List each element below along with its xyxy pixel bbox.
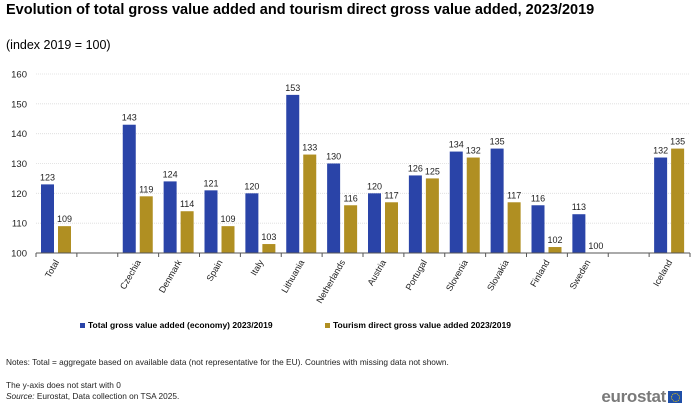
- x-tick-label: Austria: [366, 258, 389, 287]
- bar: [122, 124, 136, 253]
- bar: [368, 193, 381, 253]
- data-label: 132: [466, 146, 481, 156]
- data-label: 100: [588, 241, 603, 251]
- eurostat-logo: eurostat: [601, 387, 682, 407]
- source-text: Eurostat, Data collection on TSA 2025.: [34, 391, 180, 401]
- x-tick-label: Portugal: [404, 258, 429, 292]
- data-label: 113: [572, 202, 586, 212]
- chart-title: Evolution of total gross value added and…: [6, 2, 595, 18]
- bar: [245, 193, 259, 253]
- data-label: 123: [40, 172, 55, 182]
- y-tick-label: 130: [11, 159, 27, 170]
- x-tick-label: Denmark: [157, 258, 184, 295]
- data-label: 109: [220, 214, 235, 224]
- source-note: Source: Eurostat, Data collection on TSA…: [6, 391, 179, 402]
- bar: [466, 157, 480, 253]
- bar: [327, 163, 341, 253]
- y-tick-label: 120: [11, 189, 27, 200]
- y-tick-label: 110: [12, 219, 27, 230]
- y-tick-label: 100: [11, 249, 27, 260]
- bar: [425, 178, 439, 253]
- bar: [490, 148, 504, 253]
- bar: [163, 181, 177, 253]
- bar: [408, 175, 422, 253]
- data-label: 143: [122, 113, 137, 123]
- bar: [58, 226, 71, 253]
- data-label: 124: [163, 169, 178, 179]
- y-tick-label: 140: [11, 129, 27, 140]
- x-tick-label: Total: [43, 258, 61, 279]
- bar: [344, 205, 358, 253]
- x-tick-label: Slovenia: [444, 258, 470, 293]
- data-label: 120: [244, 181, 259, 191]
- data-label: 153: [285, 83, 300, 93]
- bar: [262, 244, 276, 253]
- bar: [204, 190, 218, 253]
- bar: [385, 202, 398, 253]
- legend-label: Total gross value added (economy) 2023/2…: [88, 320, 273, 330]
- bar: [139, 196, 153, 253]
- source-label: Source:: [6, 391, 35, 401]
- x-tick-label: Finland: [528, 258, 551, 289]
- data-label: 121: [203, 178, 218, 188]
- bar: [221, 226, 235, 253]
- data-label: 117: [507, 190, 521, 200]
- legend-swatch-gold: [325, 322, 330, 328]
- data-label: 117: [384, 190, 398, 200]
- x-tick-label: Slovakia: [485, 258, 511, 292]
- y-axis-note: The y-axis does not start with 0: [6, 380, 121, 390]
- bar: [449, 151, 463, 253]
- data-label: 125: [425, 166, 440, 176]
- data-label: 135: [490, 137, 505, 147]
- data-label: 119: [139, 184, 153, 194]
- bar: [654, 157, 668, 253]
- bar: [41, 184, 54, 253]
- y-tick-label: 150: [11, 99, 27, 110]
- data-label: 102: [547, 235, 562, 245]
- data-label: 126: [408, 163, 423, 173]
- legend-swatch-blue: [80, 322, 85, 328]
- x-tick-label: Italy: [249, 258, 266, 278]
- bar: [531, 205, 545, 253]
- bar: [507, 202, 521, 253]
- eu-flag-icon: [668, 391, 682, 403]
- data-label: 130: [326, 152, 341, 162]
- data-label: 132: [653, 146, 668, 156]
- bar: [548, 247, 562, 253]
- data-label: 135: [670, 137, 685, 147]
- data-label: 114: [180, 199, 194, 209]
- x-tick-label: Spain: [204, 258, 224, 283]
- x-tick-label: Netherlands: [314, 258, 347, 305]
- legend-label: Tourism direct gross value added 2023/20…: [333, 320, 511, 330]
- bar: [180, 211, 194, 253]
- bar: [303, 154, 317, 253]
- data-label: 109: [57, 214, 72, 224]
- data-label: 133: [302, 143, 317, 153]
- x-tick-label: Czechia: [118, 258, 143, 291]
- legend-item-total-gva[interactable]: Total gross value added (economy) 2023/2…: [80, 320, 273, 330]
- notes-text: Notes: Total = aggregate based on availa…: [6, 357, 449, 367]
- y-tick-label: 160: [11, 70, 27, 81]
- bar-chart: 100 110 120 130 140 150 160 123 143 124 121 120 153 1…: [11, 70, 691, 305]
- data-label: 116: [531, 193, 545, 203]
- data-label: 116: [343, 193, 357, 203]
- data-label: 134: [449, 140, 464, 150]
- data-label: 120: [367, 181, 382, 191]
- bar: [671, 148, 685, 253]
- x-tick-label: Sweden: [568, 258, 593, 291]
- logo-text: eurostat: [601, 387, 666, 406]
- data-label: 103: [261, 232, 276, 242]
- x-tick-label: Lithuania: [279, 258, 306, 295]
- legend-item-tourism-gva[interactable]: Tourism direct gross value added 2023/20…: [325, 320, 511, 330]
- bar: [572, 214, 586, 253]
- bar: [286, 94, 300, 253]
- x-tick-label: Iceland: [651, 258, 674, 288]
- chart-subtitle: (index 2019 = 100): [6, 38, 111, 52]
